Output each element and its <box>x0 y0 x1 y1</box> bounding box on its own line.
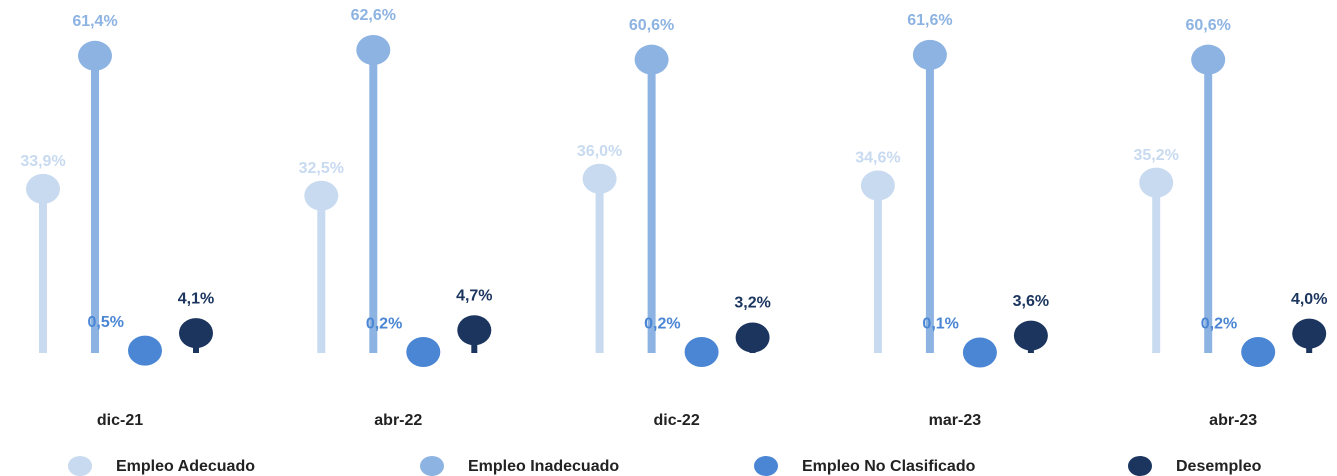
value-label: 0,2% <box>1201 315 1237 332</box>
legend-marker <box>68 456 92 476</box>
x-tick-label: abr-22 <box>374 412 422 429</box>
value-label: 4,7% <box>456 287 492 304</box>
lollipop-head <box>1139 167 1174 198</box>
value-label: 0,5% <box>88 314 124 331</box>
lollipop-head <box>1191 44 1226 75</box>
value-label: 3,6% <box>1013 293 1049 310</box>
x-tick-label: mar-23 <box>929 412 982 429</box>
x-tick-label: abr-23 <box>1209 412 1257 429</box>
legend-label: Empleo Adecuado <box>116 458 255 475</box>
value-label: 4,0% <box>1291 291 1327 308</box>
lollipop-head <box>962 337 997 368</box>
lollipop-head <box>912 39 947 70</box>
value-label: 36,0% <box>577 143 622 160</box>
lollipop-head <box>26 173 60 204</box>
value-label: 0,2% <box>366 315 402 332</box>
lollipop-head <box>179 318 213 349</box>
value-label: 0,1% <box>922 316 958 333</box>
lollipop-head <box>634 44 669 75</box>
value-label: 35,2% <box>1134 147 1179 164</box>
x-tick-label: dic-22 <box>653 412 699 429</box>
lollipop-head <box>684 337 719 368</box>
value-label: 61,4% <box>72 13 117 30</box>
value-label: 61,6% <box>907 12 952 29</box>
x-tick-label: dic-21 <box>97 412 143 429</box>
lollipop-head <box>860 170 895 201</box>
lollipop-head <box>735 322 770 353</box>
legend-label: Desempleo <box>1176 458 1262 475</box>
lollipop-head <box>406 337 441 368</box>
value-label: 60,6% <box>1186 17 1231 34</box>
value-label: 60,6% <box>629 17 674 34</box>
legend-marker <box>1128 456 1152 476</box>
legend-marker <box>420 456 444 476</box>
value-label: 33,9% <box>20 153 65 170</box>
legend-label: Empleo Inadecuado <box>468 458 619 475</box>
lollipop-head <box>457 315 492 346</box>
value-label: 34,6% <box>855 150 900 167</box>
lollipop-head <box>1292 318 1327 349</box>
value-label: 62,6% <box>351 7 396 24</box>
lollipop-head <box>78 40 112 71</box>
legend-marker <box>754 456 778 476</box>
lollipop-head <box>1241 337 1276 368</box>
value-label: 32,5% <box>299 160 344 177</box>
value-label: 3,2% <box>734 295 770 312</box>
lollipop-head <box>128 335 162 366</box>
lollipop-head <box>1013 320 1048 351</box>
value-label: 0,2% <box>644 315 680 332</box>
lollipop-head <box>356 35 391 65</box>
legend-label: Empleo No Clasificado <box>802 458 976 475</box>
lollipop-head <box>582 163 617 194</box>
value-label: 4,1% <box>178 290 214 307</box>
lollipop-head <box>304 180 339 211</box>
